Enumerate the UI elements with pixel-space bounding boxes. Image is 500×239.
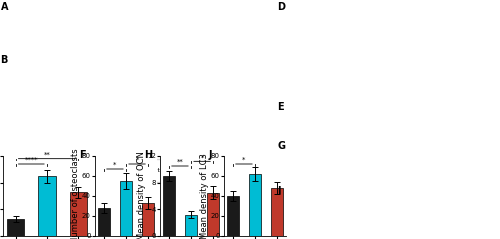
Text: **: ** (44, 152, 51, 158)
Text: ****: **** (24, 157, 38, 163)
Text: B: B (0, 55, 8, 65)
Bar (163, 176, 175, 236)
Bar (271, 188, 283, 236)
Text: J: J (208, 150, 212, 160)
Text: A: A (0, 2, 8, 12)
Y-axis label: Mean density of LC3: Mean density of LC3 (200, 153, 209, 239)
Text: *: * (200, 155, 203, 161)
Y-axis label: Mean density of OCN: Mean density of OCN (136, 152, 145, 239)
Legend: Control, Periodontitis, P+YNBY: Control, Periodontitis, P+YNBY (120, 159, 172, 181)
Y-axis label: Number of osteoclasts: Number of osteoclasts (72, 149, 80, 239)
Bar (249, 174, 261, 236)
Text: G: G (278, 141, 285, 151)
Text: *: * (136, 157, 138, 163)
Bar (70, 192, 87, 236)
Text: E: E (278, 102, 284, 112)
Bar (185, 215, 197, 236)
Bar (38, 176, 56, 236)
Text: D: D (278, 2, 285, 12)
Bar (98, 208, 110, 236)
Text: I: I (278, 186, 281, 196)
Text: **: ** (176, 159, 184, 165)
Text: *: * (242, 157, 246, 163)
Bar (227, 196, 239, 236)
Bar (120, 181, 132, 236)
Text: H: H (144, 150, 152, 160)
Bar (142, 203, 154, 236)
Text: *: * (114, 162, 116, 168)
Text: F: F (80, 150, 86, 160)
Bar (7, 219, 24, 236)
Bar (207, 193, 219, 236)
